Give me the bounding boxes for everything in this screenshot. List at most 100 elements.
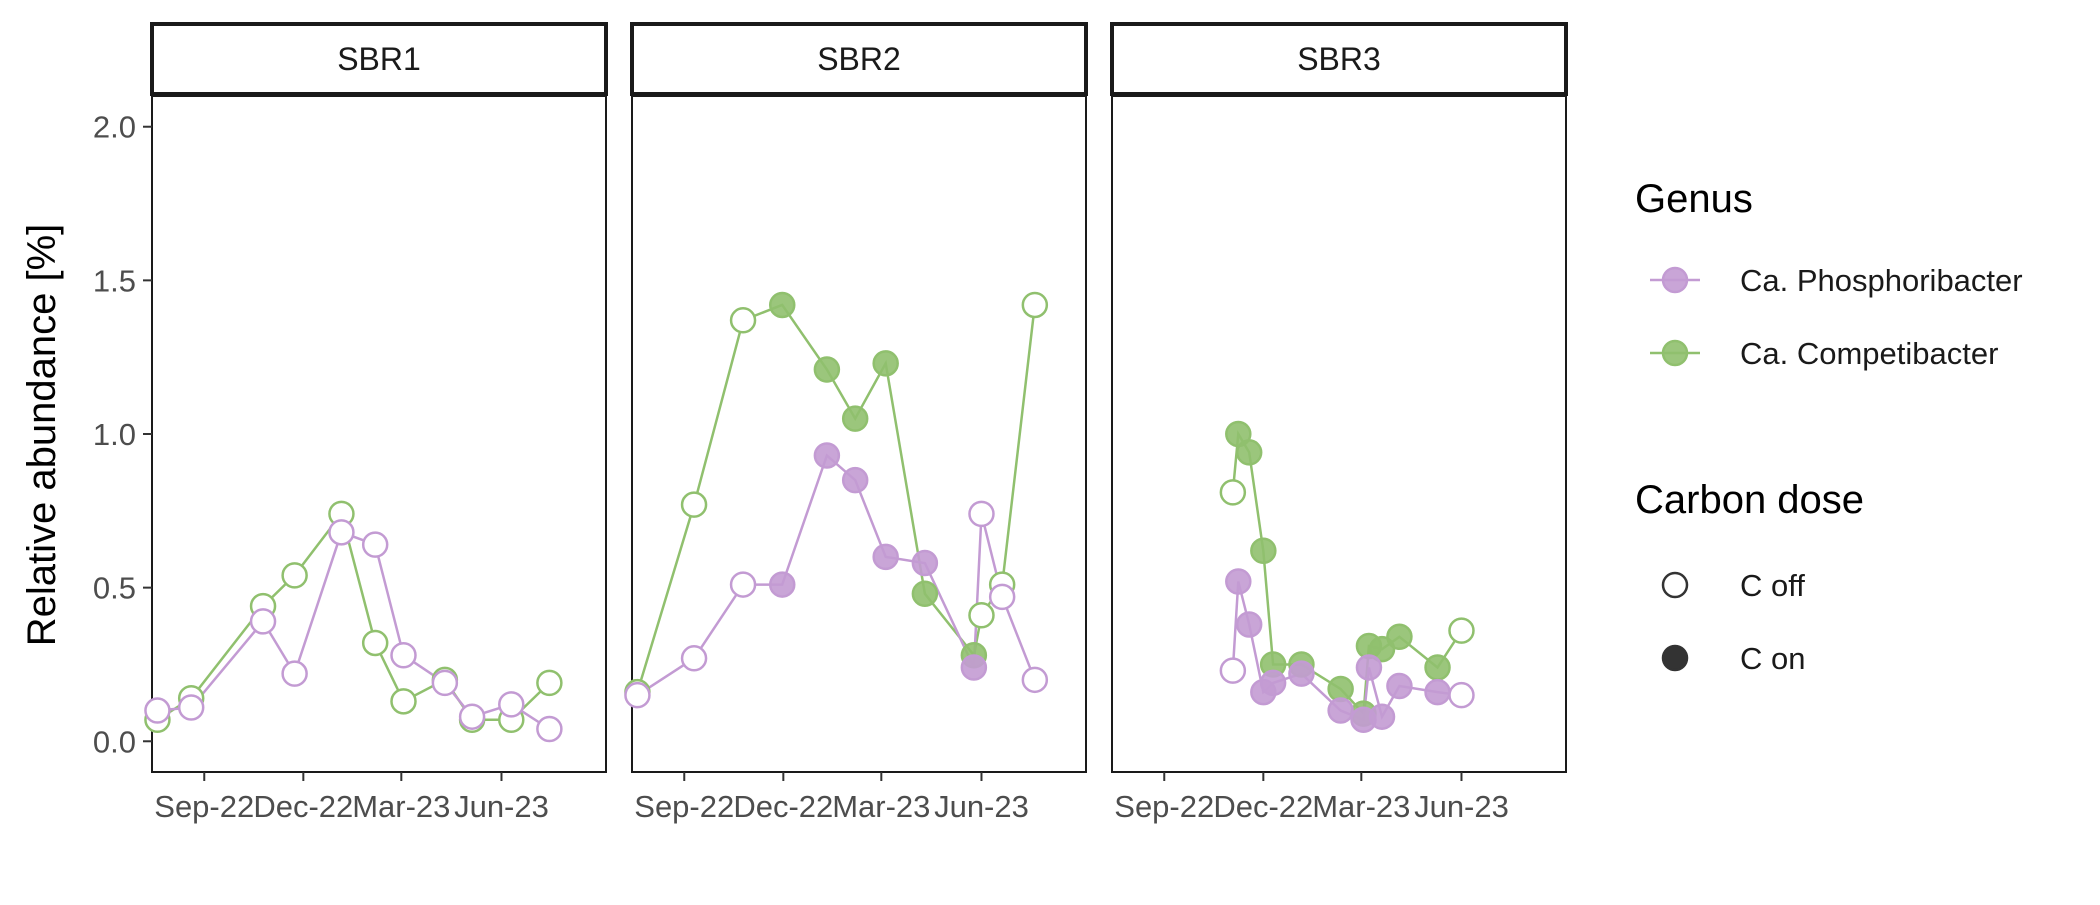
x-tick-label: Dec-22 (253, 789, 353, 824)
data-point-ca-competibacter (1250, 537, 1277, 565)
legend-item-c-on: C on (1661, 641, 1805, 676)
x-tick-label: Jun-23 (934, 789, 1029, 824)
data-point-ca-phosphoribacter (328, 519, 355, 546)
facet-title: SBR2 (817, 41, 901, 77)
data-point-ca-phosphoribacter (1327, 697, 1354, 724)
data-point-ca-phosphoribacter (911, 549, 939, 577)
data-point-ca-competibacter (1235, 439, 1263, 466)
legend: Genus Carbon dose Ca. Phosphoribacter Ca.… (1635, 177, 2023, 676)
x-tick-label: Dec-22 (1213, 789, 1313, 824)
data-point-ca-phosphoribacter (1368, 703, 1396, 730)
legend-label: Ca. Phosphoribacter (1740, 263, 2023, 298)
data-point-ca-phosphoribacter (680, 645, 708, 672)
facet-strip (630, 22, 1088, 96)
facet-title: SBR1 (337, 41, 421, 77)
legend-item-c-off: C off (1661, 568, 1805, 603)
data-point-ca-competibacter (813, 356, 841, 383)
legend-point-swatch (1661, 339, 1689, 367)
data-point-ca-competibacter (911, 580, 939, 608)
x-tick-label: Jun-23 (454, 789, 549, 824)
data-point-ca-phosphoribacter (872, 543, 899, 571)
data-point-ca-phosphoribacter (144, 697, 171, 724)
facet-strip (1110, 22, 1568, 96)
panel-border (1111, 95, 1567, 773)
data-point-ca-phosphoribacter (1021, 666, 1049, 694)
data-point-ca-phosphoribacter (177, 694, 205, 721)
data-point-ca-phosphoribacter (249, 608, 277, 635)
series-line-ca-phosphoribacter (636, 453, 1036, 697)
x-tick-label: Sep-22 (154, 789, 254, 824)
data-point-ca-phosphoribacter (968, 500, 995, 528)
data-point-ca-phosphoribacter (1235, 611, 1263, 638)
data-point-ca-phosphoribacter (1355, 654, 1383, 681)
y-tick-label: 1.0 (93, 417, 136, 452)
data-point-ca-phosphoribacter (1225, 568, 1252, 595)
legend-point-swatch (1661, 571, 1689, 599)
data-point-ca-phosphoribacter (1448, 681, 1475, 709)
data-point-ca-competibacter (281, 562, 308, 589)
panel-border (631, 95, 1087, 773)
legend-label: Ca. Competibacter (1740, 336, 1998, 371)
data-point-ca-competibacter (841, 405, 869, 432)
data-point-ca-competibacter (768, 291, 796, 319)
data-point-ca-phosphoribacter (431, 669, 459, 697)
x-tick-label: Mar-23 (352, 789, 450, 824)
x-tick-label: Jun-23 (1414, 789, 1509, 824)
data-point-ca-phosphoribacter (729, 571, 757, 598)
data-point-ca-competibacter (680, 491, 708, 518)
data-point-ca-competibacter (536, 669, 563, 697)
data-point-ca-phosphoribacter (536, 715, 563, 743)
data-point-ca-competibacter (1386, 623, 1413, 651)
data-point-ca-phosphoribacter (1219, 657, 1247, 684)
data-point-ca-phosphoribacter (1288, 660, 1315, 687)
legend-point-swatch (1661, 644, 1689, 672)
data-point-ca-phosphoribacter (1259, 669, 1287, 697)
legend-item-ca-phosphoribacter: Ca. Phosphoribacter (1650, 263, 2023, 298)
data-point-ca-phosphoribacter (281, 660, 308, 687)
y-tick-label: 0.0 (93, 724, 136, 759)
legend-genus-title: Genus (1635, 177, 1753, 221)
data-point-ca-phosphoribacter (390, 641, 417, 669)
data-point-ca-phosphoribacter (1424, 678, 1451, 706)
x-tick-label: Mar-23 (1312, 789, 1410, 824)
data-point-ca-phosphoribacter (768, 571, 796, 598)
y-tick-label: 0.5 (93, 571, 136, 606)
data-point-ca-competibacter (729, 307, 757, 334)
x-tick-label: Sep-22 (634, 789, 734, 824)
data-point-ca-phosphoribacter (813, 442, 841, 469)
x-tick-label: Mar-23 (832, 789, 930, 824)
data-point-ca-phosphoribacter (498, 691, 525, 718)
legend-dose-title: Carbon dose (1635, 478, 1864, 522)
x-tick-label: Dec-22 (733, 789, 833, 824)
data-point-ca-phosphoribacter (960, 654, 988, 681)
data-point-ca-competibacter (1219, 479, 1247, 506)
data-point-ca-competibacter (872, 350, 899, 377)
y-axis-label: Relative abundance [%] (20, 224, 64, 647)
legend-point-swatch (1661, 266, 1689, 294)
legend-label: C off (1740, 568, 1805, 603)
panel-border (151, 95, 607, 773)
legend-label: C on (1740, 641, 1805, 676)
data-point-ca-competibacter (1448, 617, 1475, 644)
data-point-ca-phosphoribacter (841, 466, 869, 494)
y-tick-label: 1.5 (93, 263, 136, 298)
data-point-ca-competibacter (1424, 654, 1451, 681)
data-point-ca-phosphoribacter (988, 583, 1016, 611)
facet-title: SBR3 (1297, 41, 1381, 77)
data-point-ca-phosphoribacter (458, 703, 486, 730)
legend-item-ca-competibacter: Ca. Competibacter (1650, 336, 1998, 371)
data-point-ca-phosphoribacter (624, 681, 651, 709)
data-point-ca-competibacter (1021, 291, 1049, 319)
data-point-ca-competibacter (390, 688, 417, 715)
data-point-ca-competibacter (361, 629, 389, 657)
x-tick-label: Sep-22 (1114, 789, 1214, 824)
data-point-ca-competibacter (968, 602, 995, 629)
data-point-ca-phosphoribacter (1386, 672, 1413, 700)
facet-strip (150, 22, 608, 96)
